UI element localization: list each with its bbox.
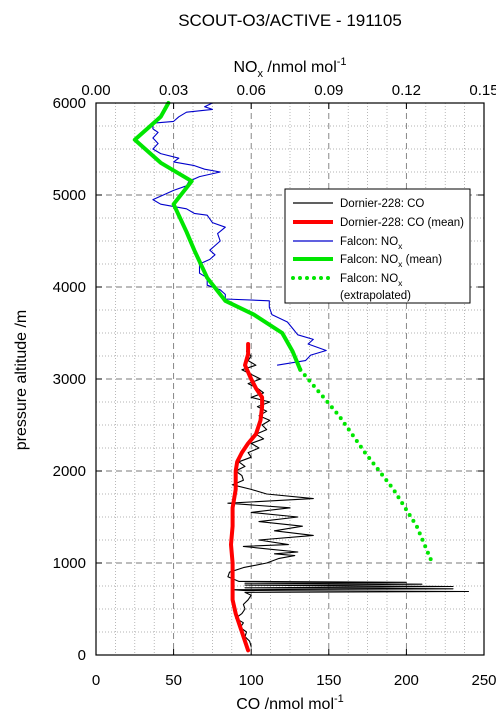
bottom-tick-label: 250 [471, 672, 496, 689]
series-dornier-228-co-mean [229, 342, 265, 653]
top-axis-label-sup: -1 [337, 56, 347, 68]
series-dornier-228-co [227, 346, 470, 647]
legend-label: Dornier-228: CO [340, 198, 424, 210]
bottom-axis-label: CO /nmol mol-1 [236, 693, 344, 713]
series-falcon-nox-extrapolated [298, 367, 435, 565]
bottom-tick-label: 100 [239, 672, 264, 689]
top-axis-label-main: NO [233, 59, 257, 76]
ticks-group: 0 50 100 150 200 250 0.00 0.03 0.06 0.09 0.12 0.15 0… [53, 82, 496, 689]
y-axis-label: pressure altitude /m [13, 310, 30, 451]
chart-title: SCOUT-O3/ACTIVE - 191105 [178, 11, 402, 30]
top-tick-label: 0.06 [237, 82, 266, 99]
y-tick-label: 5000 [53, 187, 86, 204]
y-tick-label: 0 [78, 647, 86, 664]
legend-box [284, 188, 471, 304]
top-axis-label-sub: x [257, 68, 263, 80]
top-tick-label: 0.09 [314, 82, 343, 99]
y-tick-label: 2000 [53, 463, 86, 480]
y-tick-label: 1000 [53, 555, 86, 572]
top-tick-label: 0.03 [159, 82, 188, 99]
bottom-tick-label: 50 [165, 672, 182, 689]
bottom-axis-label-main: CO /nmol mol [236, 696, 334, 713]
legend-label: Dornier-228: CO (mean) [340, 217, 464, 229]
top-tick-label: 0.00 [81, 82, 110, 99]
y-tick-label: 6000 [53, 95, 86, 112]
legend-group: Dornier-228: CO Dornier-228: CO (mean) Fal… [284, 188, 471, 304]
top-tick-label: 0.12 [392, 82, 421, 99]
top-tick-label: 0.15 [469, 82, 496, 99]
series-group [132, 101, 470, 653]
bottom-axis-label-sup: -1 [334, 693, 344, 705]
legend-label: Falcon: NOx [340, 273, 403, 288]
series-falcon-nox-mean [132, 101, 303, 372]
bottom-tick-label: 0 [92, 672, 100, 689]
top-axis-label: NOx /nmol mol-1 [233, 56, 346, 80]
y-tick-label: 4000 [53, 279, 86, 296]
bottom-tick-label: 150 [316, 672, 341, 689]
legend-label: Falcon: NOx [340, 236, 403, 251]
series-falcon-nox [152, 102, 327, 366]
legend-label-line2: (extrapolated) [340, 290, 411, 302]
top-axis-label-unit: /nmol mol [263, 59, 337, 76]
y-tick-label: 3000 [53, 371, 86, 388]
legend-label: Falcon: NOx (mean) [340, 254, 442, 269]
bottom-tick-label: 200 [394, 672, 419, 689]
